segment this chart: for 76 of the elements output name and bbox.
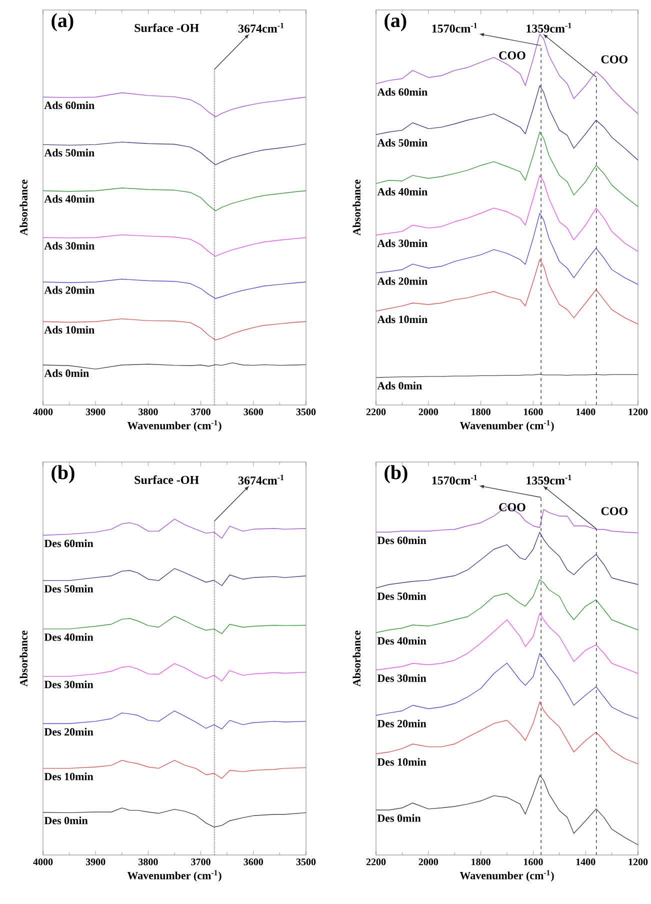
x-tick-label: 3800 bbox=[138, 858, 158, 866]
ref-line-label: 1359cm$^{-1}$ bbox=[526, 22, 572, 33]
x-tick-label: 3700 bbox=[191, 858, 210, 866]
x-tick-label: 2000 bbox=[418, 408, 438, 416]
x-axis-title: Wavenumber (cm$^{-1}$) bbox=[460, 420, 554, 432]
series-label: Ads 10min bbox=[377, 315, 428, 324]
x-tick-label: 4000 bbox=[33, 408, 53, 416]
series-label: Des 40min bbox=[44, 633, 94, 641]
series-label: Ads 20min bbox=[377, 277, 428, 285]
annotation: COO bbox=[601, 507, 628, 516]
series-label: Ads 0min bbox=[44, 369, 89, 377]
series-label: Des 30min bbox=[44, 680, 94, 688]
series-label: Ads 20min bbox=[44, 286, 94, 294]
ref-line-label: 1359cm$^{-1}$ bbox=[526, 474, 572, 485]
chart-title: (a) bbox=[384, 13, 406, 32]
x-tick-label: 1800 bbox=[472, 408, 490, 416]
chart-title: (a) bbox=[52, 13, 74, 32]
ref-line-label: 1570cm$^{-1}$ bbox=[432, 22, 477, 33]
series-label: Des 20min bbox=[377, 720, 426, 728]
x-axis-title: Wavenumber (cm$^{-1}$) bbox=[460, 870, 554, 882]
series-label: Des 60min bbox=[44, 539, 94, 548]
x-tick-label: 3500 bbox=[296, 408, 316, 416]
y-axis-title: Absorbance bbox=[20, 180, 28, 236]
series-label: Ads 30min bbox=[44, 242, 94, 250]
series-label: Des 0min bbox=[377, 814, 421, 822]
x-tick-label: 2000 bbox=[418, 858, 438, 866]
series-label: Ads 0min bbox=[377, 382, 422, 390]
series-label: Des 10min bbox=[44, 772, 94, 780]
x-tick-label: 4000 bbox=[33, 858, 53, 866]
series-label: Ads 60min bbox=[377, 88, 428, 96]
x-tick-label: 3900 bbox=[86, 858, 106, 866]
x-tick-label: 3900 bbox=[86, 408, 106, 416]
ref-line-label: 3674cm$^{-1}$ bbox=[238, 22, 284, 33]
series-label: Ads 40min bbox=[44, 194, 94, 203]
series-label: Ads 50min bbox=[44, 148, 94, 157]
x-tick-label: 1600 bbox=[524, 408, 543, 416]
series-label: Des 50min bbox=[44, 584, 94, 593]
ref-line-label: 1570cm$^{-1}$ bbox=[432, 474, 477, 485]
y-axis-title: Absorbance bbox=[352, 630, 360, 686]
x-tick-label: 1200 bbox=[628, 408, 648, 416]
x-axis-title: Wavenumber (cm$^{-1}$) bbox=[127, 870, 222, 882]
series-label: Des 50min bbox=[377, 592, 426, 600]
ref-line-label: 3674cm$^{-1}$ bbox=[238, 474, 284, 485]
x-tick-label: 3500 bbox=[296, 858, 316, 866]
x-tick-label: 2200 bbox=[366, 408, 386, 416]
annotation: COO bbox=[601, 55, 628, 64]
y-axis-title: Absorbance bbox=[20, 630, 28, 686]
x-tick-label: 1200 bbox=[628, 858, 648, 866]
text: Surface -OH bbox=[134, 23, 199, 32]
series-label: Des 20min bbox=[44, 728, 94, 736]
x-tick-label: 3600 bbox=[244, 858, 264, 866]
x-tick-label: 2200 bbox=[366, 858, 386, 866]
x-tick-label: 1800 bbox=[472, 858, 490, 866]
series-label: Des 60min bbox=[377, 536, 426, 544]
x-axis-title: Wavenumber (cm$^{-1}$) bbox=[127, 420, 222, 432]
annotation: COO bbox=[499, 51, 526, 60]
x-tick-label: 3600 bbox=[244, 408, 264, 416]
x-tick-label: 1400 bbox=[576, 858, 596, 866]
x-tick-label: 3800 bbox=[138, 408, 158, 416]
series-label: Ads 50min bbox=[377, 138, 428, 147]
series-label: Ads 10min bbox=[44, 326, 94, 334]
series-label: Des 0min bbox=[44, 816, 88, 824]
series-label: Des 30min bbox=[377, 674, 426, 682]
annotation: COO bbox=[499, 503, 526, 512]
x-tick-label: 1400 bbox=[576, 408, 596, 416]
chart-title: (b) bbox=[52, 465, 74, 484]
series-label: Ads 30min bbox=[377, 239, 428, 248]
text: Surface -OH bbox=[134, 475, 199, 484]
x-tick-label: 3700 bbox=[191, 408, 210, 416]
x-tick-label: 1600 bbox=[524, 858, 543, 866]
series-label: Ads 40min bbox=[377, 188, 428, 196]
series-label: Des 10min bbox=[377, 758, 426, 766]
y-axis-title: Absorbance bbox=[352, 180, 360, 236]
chart-title: (b) bbox=[384, 465, 408, 484]
series-label: Des 40min bbox=[377, 636, 426, 645]
series-label: Ads 60min bbox=[44, 101, 94, 110]
